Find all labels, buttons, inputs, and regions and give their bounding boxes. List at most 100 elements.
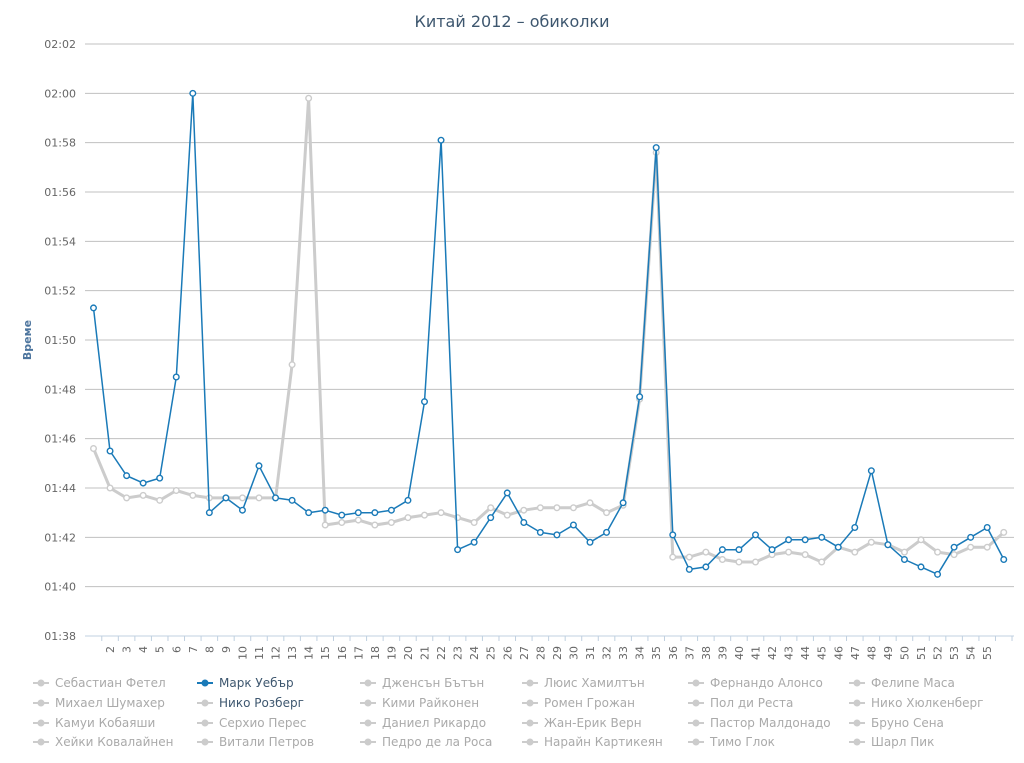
legend-marker-icon xyxy=(692,699,700,707)
x-tick-label: 32 xyxy=(601,646,614,660)
legend-marker-icon xyxy=(37,719,45,727)
x-tick-label: 35 xyxy=(650,646,663,660)
legend-item[interactable]: Тимо Глок xyxy=(688,735,775,749)
data-point xyxy=(205,509,213,517)
series-line xyxy=(92,92,1005,576)
data-point xyxy=(354,516,362,524)
data-point xyxy=(967,533,975,541)
legend-label: Кими Райконен xyxy=(382,696,479,710)
legend-label: Пол ди Реста xyxy=(710,696,793,710)
data-point xyxy=(818,533,826,541)
x-tick-label: 16 xyxy=(336,646,349,660)
legend-marker-icon xyxy=(526,719,534,727)
legend-label: Михаел Шумахер xyxy=(55,696,165,710)
data-point xyxy=(288,361,296,369)
data-point xyxy=(735,546,743,554)
data-point xyxy=(487,514,495,522)
data-point xyxy=(371,521,379,529)
data-point xyxy=(305,509,313,517)
x-tick-label: 24 xyxy=(468,646,481,660)
x-tick-label: 14 xyxy=(303,646,316,660)
y-tick-label: 02:00 xyxy=(44,87,76,100)
legend-label: Камуи Кобаяши xyxy=(55,716,155,730)
data-point xyxy=(834,543,842,551)
y-tick-label: 01:40 xyxy=(44,581,76,594)
legend-label: Шарл Пик xyxy=(871,735,934,749)
data-point xyxy=(321,521,329,529)
data-point xyxy=(354,509,362,517)
data-point xyxy=(917,563,925,571)
legend-marker-icon xyxy=(692,679,700,687)
data-point xyxy=(139,491,147,499)
legend-item[interactable]: Дженсън Бътън xyxy=(360,676,484,690)
x-tick-label: 31 xyxy=(584,646,597,660)
legend-item[interactable]: Фернандо Алонсо xyxy=(688,676,823,690)
x-tick-label: 8 xyxy=(203,646,216,653)
legend-item[interactable]: Жан-Ерик Верн xyxy=(522,716,642,730)
data-point xyxy=(288,496,296,504)
legend-marker-icon xyxy=(37,738,45,746)
legend-item[interactable]: Фелипе Маса xyxy=(849,676,955,690)
data-point xyxy=(718,546,726,554)
data-point xyxy=(603,528,611,536)
legend-item[interactable]: Шарл Пик xyxy=(849,735,934,749)
legend-item[interactable]: Нико Розберг xyxy=(197,696,304,710)
data-point xyxy=(619,499,627,507)
data-point xyxy=(404,496,412,504)
legend-item[interactable]: Ромен Грожан xyxy=(522,696,635,710)
legend-item[interactable]: Кими Райконен xyxy=(360,696,479,710)
x-tick-label: 12 xyxy=(270,646,283,660)
legend-marker-icon xyxy=(526,679,534,687)
legend-item[interactable]: Михаел Шумахер xyxy=(33,696,165,710)
data-point xyxy=(520,519,528,527)
legend-marker-icon xyxy=(853,738,861,746)
legend-item[interactable]: Пол ди Реста xyxy=(688,696,793,710)
data-point xyxy=(238,494,246,502)
legend-item[interactable]: Серхио Перес xyxy=(197,716,306,730)
legend-item[interactable]: Педро де ла Роса xyxy=(360,735,492,749)
data-point xyxy=(437,509,445,517)
data-point xyxy=(503,511,511,519)
data-point xyxy=(222,494,230,502)
legend-item[interactable]: Камуи Кобаяши xyxy=(33,716,155,730)
x-tick-label: 33 xyxy=(617,646,630,660)
y-tick-label: 01:56 xyxy=(44,186,76,199)
data-point xyxy=(106,447,114,455)
grid-lines xyxy=(85,43,1014,637)
x-tick-label: 38 xyxy=(700,646,713,660)
legend-label: Пастор Малдонадо xyxy=(710,716,831,730)
legend-label: Даниел Рикардо xyxy=(382,716,486,730)
x-tick-label: 53 xyxy=(948,646,961,660)
x-tick-label: 20 xyxy=(402,646,415,660)
legend-item[interactable]: Нарайн Картикеян xyxy=(522,735,663,749)
data-point xyxy=(785,536,793,544)
data-point xyxy=(785,548,793,556)
data-point xyxy=(867,538,875,546)
legend-marker-icon xyxy=(692,738,700,746)
x-tick-label: 39 xyxy=(716,646,729,660)
legend-marker-icon xyxy=(364,679,372,687)
x-tick-label: 46 xyxy=(832,646,845,660)
x-tick-label: 48 xyxy=(865,646,878,660)
data-point xyxy=(718,556,726,564)
legend-item[interactable]: Люис Хамилтън xyxy=(522,676,645,690)
legend-item[interactable]: Витали Петров xyxy=(197,735,314,749)
x-tick-label: 6 xyxy=(170,646,183,653)
x-tick-label: 41 xyxy=(750,646,763,660)
legend-item[interactable]: Хейки Ковалайнен xyxy=(33,735,173,749)
legend-marker-icon xyxy=(201,719,209,727)
legend-item[interactable]: Пастор Малдонадо xyxy=(688,716,831,730)
x-tick-label: 27 xyxy=(518,646,531,660)
legend-item[interactable]: Себастиан Фетел xyxy=(33,676,166,690)
legend-item[interactable]: Даниел Рикардо xyxy=(360,716,486,730)
data-point xyxy=(338,519,346,527)
legend-label: Нарайн Картикеян xyxy=(544,735,663,749)
x-tick-label: 15 xyxy=(319,646,332,660)
data-point xyxy=(156,474,164,482)
data-point xyxy=(437,136,445,144)
legend-item[interactable]: Нико Хюлкенберг xyxy=(849,696,983,710)
legend-item[interactable]: Бруно Сена xyxy=(849,716,944,730)
legend-item[interactable]: Марк Уебър xyxy=(197,676,294,690)
legend-label: Себастиан Фетел xyxy=(55,676,166,690)
data-point xyxy=(305,94,313,102)
